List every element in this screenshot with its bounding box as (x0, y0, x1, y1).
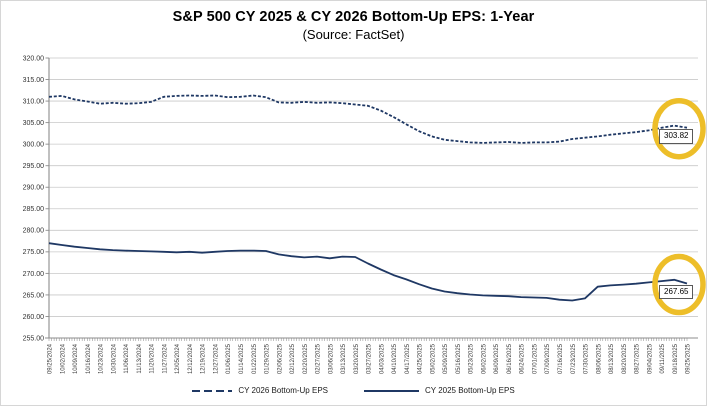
x-tick-label: 04/10/2025 (392, 343, 398, 374)
y-tick-label: 295.00 (23, 163, 45, 170)
x-tick-label: 12/19/2024 (201, 343, 207, 374)
x-tick-label: 10/30/2024 (111, 343, 117, 374)
x-tick-label: 10/16/2024 (86, 343, 92, 374)
x-tick-label: 07/01/2025 (532, 343, 538, 374)
y-tick-label: 305.00 (23, 120, 45, 127)
x-tick-label: 05/23/2025 (469, 343, 475, 374)
highlight-circles (652, 97, 706, 316)
x-tick-label: 06/02/2025 (481, 343, 487, 374)
x-tick-label: 01/22/2025 (252, 343, 258, 374)
x-tick-label: 09/25/2025 (686, 343, 692, 374)
legend-item-cy2025: CY 2025 Bottom-Up EPS (364, 386, 515, 395)
chart-subtitle: (Source: FactSet) (302, 27, 405, 42)
y-tick-label: 265.00 (23, 292, 45, 299)
axis-lines (45, 58, 698, 339)
x-tick-label: 03/27/2025 (367, 343, 373, 374)
legend-label-cy2026: CY 2026 Bottom-Up EPS (238, 386, 328, 395)
y-tick-label: 320.00 (23, 55, 45, 62)
x-tick-label: 04/17/2025 (405, 343, 411, 374)
x-tick-label: 07/30/2025 (584, 343, 590, 374)
series-line (48, 242, 688, 302)
x-tick-label: 03/13/2025 (341, 343, 347, 374)
x-tick-label: 08/06/2025 (596, 343, 602, 374)
dashed-line-sample (192, 389, 233, 392)
y-tick-label: 260.00 (23, 314, 45, 321)
x-tick-label: 12/05/2024 (175, 343, 181, 374)
x-tick-label: 03/06/2025 (328, 343, 334, 374)
x-tick-label: 02/27/2025 (316, 343, 322, 374)
y-tick-label: 285.00 (23, 206, 45, 213)
x-tick-label: 01/29/2025 (265, 343, 271, 374)
x-tick-label: 01/14/2025 (239, 343, 245, 374)
x-tick-label: 08/27/2025 (635, 343, 641, 374)
x-tick-label: 07/23/2025 (571, 343, 577, 374)
x-tick-label: 11/27/2024 (162, 343, 168, 373)
x-tick-label: 09/11/2025 (660, 343, 666, 373)
x-tick-label: 07/16/2025 (558, 343, 564, 374)
y-tick-label: 300.00 (23, 142, 45, 149)
yellow-circle (652, 253, 706, 316)
x-tick-label: 03/20/2025 (354, 343, 360, 374)
x-tick-label: 08/13/2025 (609, 343, 615, 374)
x-tick-label: 12/12/2024 (188, 343, 194, 374)
x-tick-label: 05/16/2025 (456, 343, 462, 374)
legend: CY 2026 Bottom-Up EPS CY 2025 Bottom-Up … (1, 386, 706, 395)
x-tick-label: 06/16/2025 (507, 343, 513, 374)
y-tick-label: 280.00 (23, 228, 45, 235)
end-value-cy2026: 303.82 (659, 129, 694, 144)
yellow-circle (652, 97, 706, 160)
x-axis-ticks (48, 338, 688, 341)
y-tick-label: 275.00 (23, 249, 45, 256)
x-tick-label: 02/06/2025 (277, 343, 283, 374)
x-tick-label: 11/06/2024 (124, 343, 130, 373)
x-tick-label: 02/12/2025 (290, 343, 296, 374)
gridlines (49, 57, 698, 317)
y-tick-label: 315.00 (23, 77, 45, 84)
x-tick-label: 06/24/2025 (520, 343, 526, 374)
x-tick-label: 02/20/2025 (303, 343, 309, 374)
x-tick-label: 11/13/2024 (137, 343, 143, 373)
x-tick-label: 09/25/2024 (48, 343, 54, 374)
y-tick-label: 255.00 (23, 335, 45, 342)
x-tick-label: 05/02/2025 (430, 343, 436, 374)
x-tick-label: 08/20/2025 (622, 343, 628, 374)
y-axis-labels: 320.00 315.00 310.00 305.00 300.00 295.00 290.… (23, 55, 45, 342)
x-tick-label: 06/09/2025 (494, 343, 500, 374)
x-tick-label: 10/02/2024 (60, 343, 66, 374)
x-tick-label: 10/23/2024 (99, 343, 105, 374)
x-tick-label: 09/18/2025 (673, 343, 679, 374)
legend-item-cy2026: CY 2026 Bottom-Up EPS (192, 386, 328, 395)
x-tick-label: 10/09/2024 (73, 343, 79, 374)
series-lines (48, 94, 688, 302)
x-axis-labels: 09/25/2024 10/02/2024 10/09/2024 10/16/2024… (48, 343, 692, 374)
x-tick-label: 01/06/2025 (226, 343, 232, 374)
x-tick-label: 11/20/2024 (150, 343, 156, 373)
y-tick-label: 290.00 (23, 185, 45, 192)
x-tick-label: 05/09/2025 (443, 343, 449, 374)
x-tick-label: 09/04/2025 (647, 343, 653, 374)
y-tick-label: 270.00 (23, 271, 45, 278)
y-tick-label: 310.00 (23, 98, 45, 105)
legend-label-cy2025: CY 2025 Bottom-Up EPS (425, 386, 515, 395)
x-tick-label: 04/03/2025 (379, 343, 385, 374)
chart-title: S&P 500 CY 2025 & CY 2026 Bottom-Up EPS:… (172, 9, 535, 25)
x-tick-label: 04/25/2025 (418, 343, 424, 374)
x-tick-label: 12/27/2024 (213, 343, 219, 374)
series-line (48, 94, 688, 144)
solid-line-sample (364, 389, 419, 392)
end-value-cy2025: 267.65 (659, 285, 694, 300)
x-tick-label: 07/09/2025 (545, 343, 551, 374)
